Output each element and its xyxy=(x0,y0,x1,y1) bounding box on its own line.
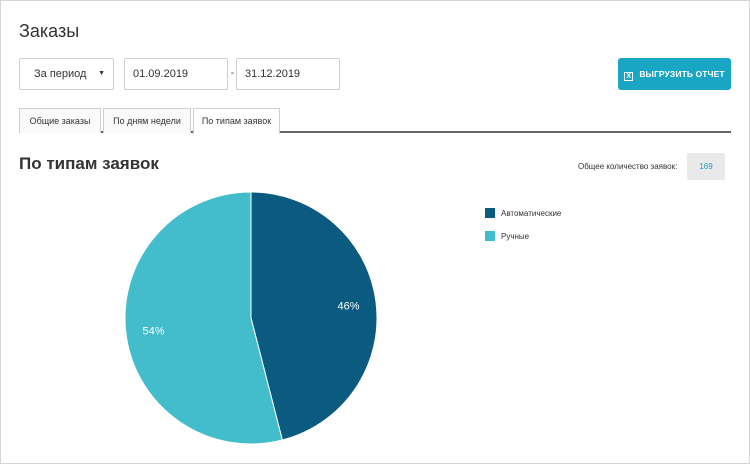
period-select[interactable]: За период ▼ xyxy=(19,58,114,90)
date-to-input[interactable] xyxy=(236,58,340,90)
excel-icon: X xyxy=(624,72,634,81)
pie-slice-manual[interactable] xyxy=(124,191,283,445)
total-requests-label: Общее количество заявок: xyxy=(578,162,678,171)
legend-swatch-manual xyxy=(485,231,495,241)
pie-slice-auto[interactable] xyxy=(250,191,378,441)
tab-by-request-type[interactable]: По типам заявок xyxy=(193,108,280,134)
legend-swatch-auto xyxy=(485,208,495,218)
pie-label-manual: 54% xyxy=(142,325,164,337)
period-select-label: За период xyxy=(34,68,87,80)
pie-label-auto: 46% xyxy=(337,301,359,313)
pie-chart: 46% 54% xyxy=(124,191,378,445)
tab-bar: Общие заказы По дням недели По типам зая… xyxy=(19,108,731,134)
legend-label-manual: Ручные xyxy=(501,232,530,241)
date-from-input[interactable] xyxy=(124,58,228,90)
page-title: Заказы xyxy=(19,21,80,41)
export-report-label: ВЫГРУЗИТЬ ОТЧЕТ xyxy=(639,69,725,79)
legend-item-auto[interactable]: Автоматические xyxy=(485,208,561,218)
export-report-button[interactable]: X ВЫГРУЗИТЬ ОТЧЕТ xyxy=(618,58,731,90)
tab-general-orders[interactable]: Общие заказы xyxy=(19,108,101,133)
section-title: По типам заявок xyxy=(19,154,159,173)
legend-item-manual[interactable]: Ручные xyxy=(485,231,529,241)
date-separator: - xyxy=(230,67,235,79)
legend-label-auto: Автоматические xyxy=(501,209,562,218)
total-requests-badge: 169 xyxy=(687,153,725,180)
tab-by-weekday[interactable]: По дням недели xyxy=(103,108,191,133)
chevron-down-icon: ▼ xyxy=(98,70,105,77)
